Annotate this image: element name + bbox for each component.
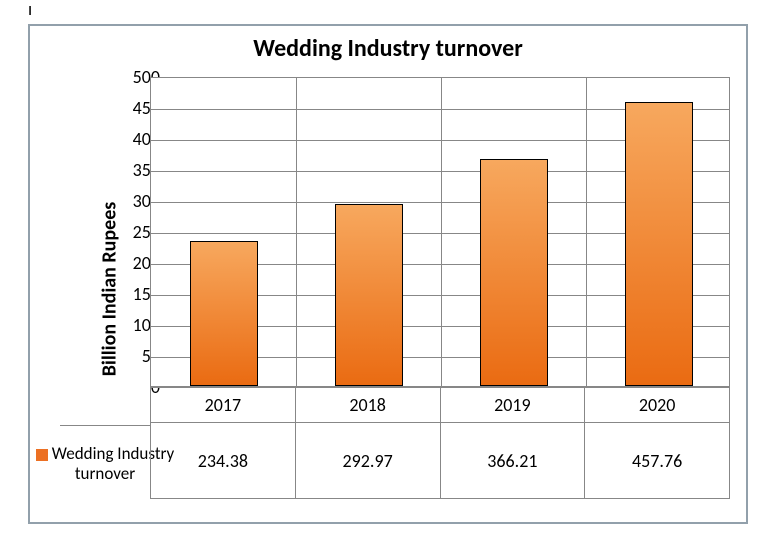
- category-separator: [586, 78, 587, 386]
- value-row: 234.38292.97366.21457.76: [151, 423, 730, 499]
- value-cell: 292.97: [295, 423, 440, 499]
- year-cell: 2019: [440, 388, 585, 423]
- chart-container: Wedding Industry turnover Billion Indian…: [28, 24, 748, 524]
- year-row: 2017201820192020: [151, 388, 730, 423]
- legend-cell: Wedding Industry turnover: [60, 425, 150, 501]
- series-name-l2: turnover: [75, 464, 135, 484]
- bar: [335, 204, 403, 386]
- chart-title: Wedding Industry turnover: [30, 26, 746, 69]
- value-cell: 366.21: [440, 423, 585, 499]
- data-table: 2017201820192020 234.38292.97366.21457.7…: [150, 387, 730, 499]
- bar: [625, 102, 693, 386]
- year-cell: 2017: [151, 388, 296, 423]
- chart-body: Billion Indian Rupees 050100150200250300…: [30, 69, 746, 509]
- category-separator: [441, 78, 442, 386]
- page: ı Wedding Industry turnover Billion Indi…: [0, 0, 768, 549]
- bar: [190, 241, 258, 386]
- corner-mark: ı: [28, 0, 32, 20]
- table-empty-cell: [60, 387, 150, 423]
- plot-area: [150, 77, 730, 387]
- legend-swatch-icon: [36, 449, 48, 461]
- category-separator: [296, 78, 297, 386]
- bar: [480, 159, 548, 386]
- value-cell: 234.38: [151, 423, 296, 499]
- year-cell: 2018: [295, 388, 440, 423]
- value-cell: 457.76: [585, 423, 730, 499]
- year-cell: 2020: [585, 388, 730, 423]
